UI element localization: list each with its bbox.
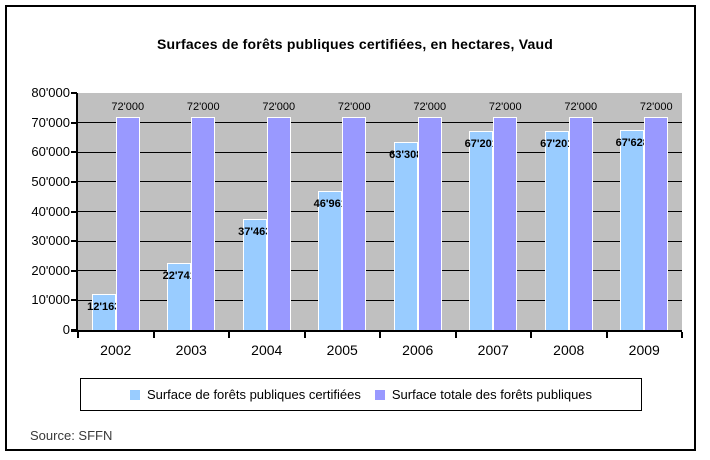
y-axis-tick bbox=[71, 180, 77, 183]
source-note: Source: SFFN bbox=[30, 428, 113, 443]
bar-label-total-2003: 72'000 bbox=[186, 100, 220, 113]
y-tick-label: 20'000 bbox=[31, 262, 70, 278]
y-tick-label: 60'000 bbox=[31, 144, 70, 160]
bar-certified-2005 bbox=[318, 190, 343, 330]
x-tick-label-2009: 2009 bbox=[628, 342, 660, 358]
y-axis-tick bbox=[71, 269, 77, 272]
bar-label-certified-2005: 46'961 bbox=[313, 197, 347, 210]
bar-total-2007 bbox=[493, 116, 518, 330]
bar-certified-2003 bbox=[167, 262, 192, 330]
x-tick-label-2003: 2003 bbox=[175, 342, 207, 358]
bar-certified-2002 bbox=[91, 293, 116, 330]
chart-title: Surfaces de forêts publiques certifiées,… bbox=[157, 36, 553, 52]
legend-swatch-icon bbox=[129, 389, 140, 400]
bar-certified-2006 bbox=[393, 142, 418, 330]
x-axis-tick bbox=[228, 332, 230, 338]
y-axis-tick bbox=[71, 240, 77, 243]
legend-item-total: Surface totale des forêts publiques bbox=[374, 387, 593, 402]
x-tick-label-2007: 2007 bbox=[477, 342, 509, 358]
y-tick-label: 50'000 bbox=[31, 173, 70, 189]
x-axis-tick bbox=[681, 332, 683, 338]
y-axis-tick bbox=[71, 121, 77, 124]
bar-certified-2004 bbox=[242, 219, 267, 330]
x-axis-tick bbox=[454, 332, 457, 338]
bar-total-2005 bbox=[342, 116, 367, 330]
y-tick-label: 70'000 bbox=[31, 114, 70, 130]
x-axis-tick bbox=[77, 332, 79, 338]
x-axis-tick bbox=[605, 332, 608, 338]
x-tick-label-2002: 2002 bbox=[100, 342, 132, 358]
bar-label-total-2002: 72'000 bbox=[111, 100, 145, 113]
bar-total-2002 bbox=[115, 116, 140, 330]
bar-total-2004 bbox=[266, 116, 291, 330]
x-tick-label-2008: 2008 bbox=[553, 342, 585, 358]
gridline bbox=[78, 270, 682, 272]
y-axis-line bbox=[76, 93, 78, 332]
y-axis-tick bbox=[71, 151, 77, 154]
x-axis-line bbox=[71, 330, 682, 332]
bar-certified-2008 bbox=[544, 130, 569, 330]
y-axis-tick bbox=[71, 92, 77, 94]
bar-label-total-2007: 72'000 bbox=[488, 100, 522, 113]
x-axis-tick bbox=[530, 332, 532, 338]
bar-label-total-2005: 72'000 bbox=[337, 100, 371, 113]
legend-swatch-icon bbox=[374, 389, 385, 400]
gridline bbox=[78, 151, 682, 153]
x-axis-tick bbox=[152, 332, 155, 338]
y-tick-label: 10'000 bbox=[31, 292, 70, 308]
x-axis-tick bbox=[303, 332, 306, 338]
bar-label-certified-2008: 67'201 bbox=[540, 137, 574, 150]
bar-label-certified-2007: 67'201 bbox=[464, 137, 498, 150]
y-axis-tick bbox=[71, 329, 77, 331]
bar-label-total-2008: 72'000 bbox=[564, 100, 598, 113]
bar-label-certified-2006: 63'308 bbox=[389, 149, 423, 162]
bar-label-certified-2003: 22'741 bbox=[162, 269, 196, 282]
y-tick-label: 40'000 bbox=[31, 203, 70, 219]
x-tick-label-2006: 2006 bbox=[402, 342, 434, 358]
bar-total-2008 bbox=[568, 116, 593, 330]
legend-label: Surface totale des forêts publiques bbox=[391, 387, 593, 402]
x-tick-label-2005: 2005 bbox=[326, 342, 358, 358]
bar-label-total-2009: 72'000 bbox=[639, 100, 673, 113]
x-axis-tick bbox=[379, 332, 381, 338]
legend-label: Surface de forêts publiques certifiées bbox=[146, 387, 361, 402]
y-axis-tick bbox=[71, 210, 77, 213]
gridline bbox=[78, 299, 682, 301]
y-tick-label: 0 bbox=[62, 322, 70, 337]
legend-item-certified: Surface de forêts publiques certifiées bbox=[129, 387, 361, 402]
y-tick-label: 80'000 bbox=[31, 85, 70, 100]
bar-label-certified-2009: 67'628 bbox=[615, 136, 649, 149]
bar-total-2009 bbox=[644, 116, 669, 330]
y-axis-tick bbox=[71, 299, 77, 302]
bar-label-total-2006: 72'000 bbox=[413, 100, 447, 113]
bar-label-certified-2002: 12'163 bbox=[87, 300, 121, 313]
legend: Surface de forêts publiques certifiées Su… bbox=[80, 378, 642, 411]
gridline bbox=[78, 122, 682, 124]
bar-total-2006 bbox=[417, 116, 442, 330]
x-tick-label-2004: 2004 bbox=[251, 342, 283, 358]
bar-label-certified-2004: 37'463 bbox=[238, 226, 272, 239]
gridline bbox=[78, 181, 682, 183]
bar-label-total-2004: 72'000 bbox=[262, 100, 296, 113]
gridline bbox=[78, 211, 682, 212]
bar-certified-2007 bbox=[469, 130, 494, 330]
gridline bbox=[78, 240, 682, 242]
plot-area: 12'163 72'000 22'741 72'000 37'463 72'000 46'9… bbox=[78, 93, 682, 330]
bar-total-2003 bbox=[191, 116, 216, 330]
bar-certified-2009 bbox=[620, 129, 645, 330]
y-tick-label: 30'000 bbox=[31, 233, 70, 249]
